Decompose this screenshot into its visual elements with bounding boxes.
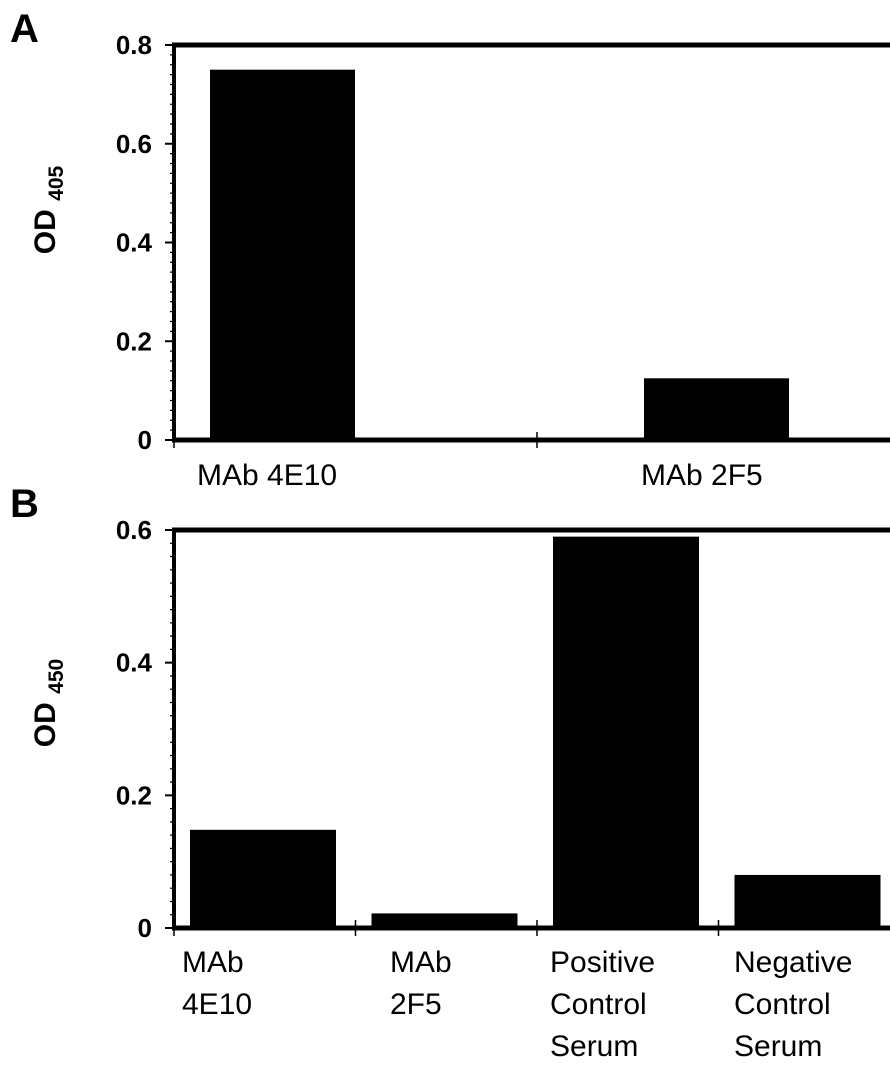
- panel-b-category-label: Negative: [734, 946, 852, 979]
- panel-a-category-label: MAb 2F5: [641, 459, 763, 492]
- panel-b-category-label: Control: [550, 988, 647, 1021]
- panel-b-category-label: MAb: [182, 946, 244, 979]
- y-axis-title-subscript: 405: [45, 165, 68, 200]
- panel-a-ytick-label: 0: [138, 425, 152, 455]
- panel-b-category-label: Positive: [550, 946, 655, 979]
- panel-a-bar-2: [644, 378, 789, 440]
- panel-a-ytick-label: 0.4: [116, 228, 153, 258]
- panel-b-y-axis-title: OD 450: [29, 659, 68, 747]
- panel-b-category-label: MAb: [390, 946, 452, 979]
- panel-b-ytick-label: 0.6: [116, 515, 152, 545]
- panel-b-ytick-label: 0.2: [116, 780, 152, 810]
- y-axis-title-space: [29, 694, 62, 702]
- panel-b-bar-3: [553, 536, 699, 928]
- panel-b-bar-1: [190, 829, 336, 928]
- panel-b-bar-2: [371, 913, 518, 928]
- panel-b-category-label: Control: [734, 988, 831, 1021]
- panel-b-category-label: 4E10: [182, 988, 252, 1021]
- panel-b-ytick-label: 0: [138, 913, 152, 943]
- y-axis-title-subscript: 450: [45, 659, 68, 694]
- panel-b-label: B: [10, 482, 39, 526]
- panel-b-category-label: Serum: [734, 1030, 822, 1063]
- panel-a-ytick-label: 0.6: [116, 129, 152, 159]
- panel-a-ytick-label: 0.8: [116, 30, 152, 60]
- panel-a-label: A: [10, 7, 39, 51]
- y-axis-title-space: [29, 201, 62, 209]
- panel-a-bar-1: [210, 69, 355, 440]
- y-axis-title-main: OD: [29, 209, 62, 254]
- panel-a-category-label: MAb 4E10: [197, 459, 337, 492]
- panel-a-ytick-label: 0.2: [116, 326, 152, 356]
- panel-b-bar-4: [734, 874, 881, 928]
- y-axis-title-main: OD: [29, 702, 62, 747]
- panel-b-category-label: Serum: [550, 1030, 638, 1063]
- panel-b-ytick-label: 0.4: [116, 648, 153, 678]
- panel-b-category-label: 2F5: [390, 988, 442, 1021]
- panel-a-y-axis-title: OD 405: [29, 165, 68, 254]
